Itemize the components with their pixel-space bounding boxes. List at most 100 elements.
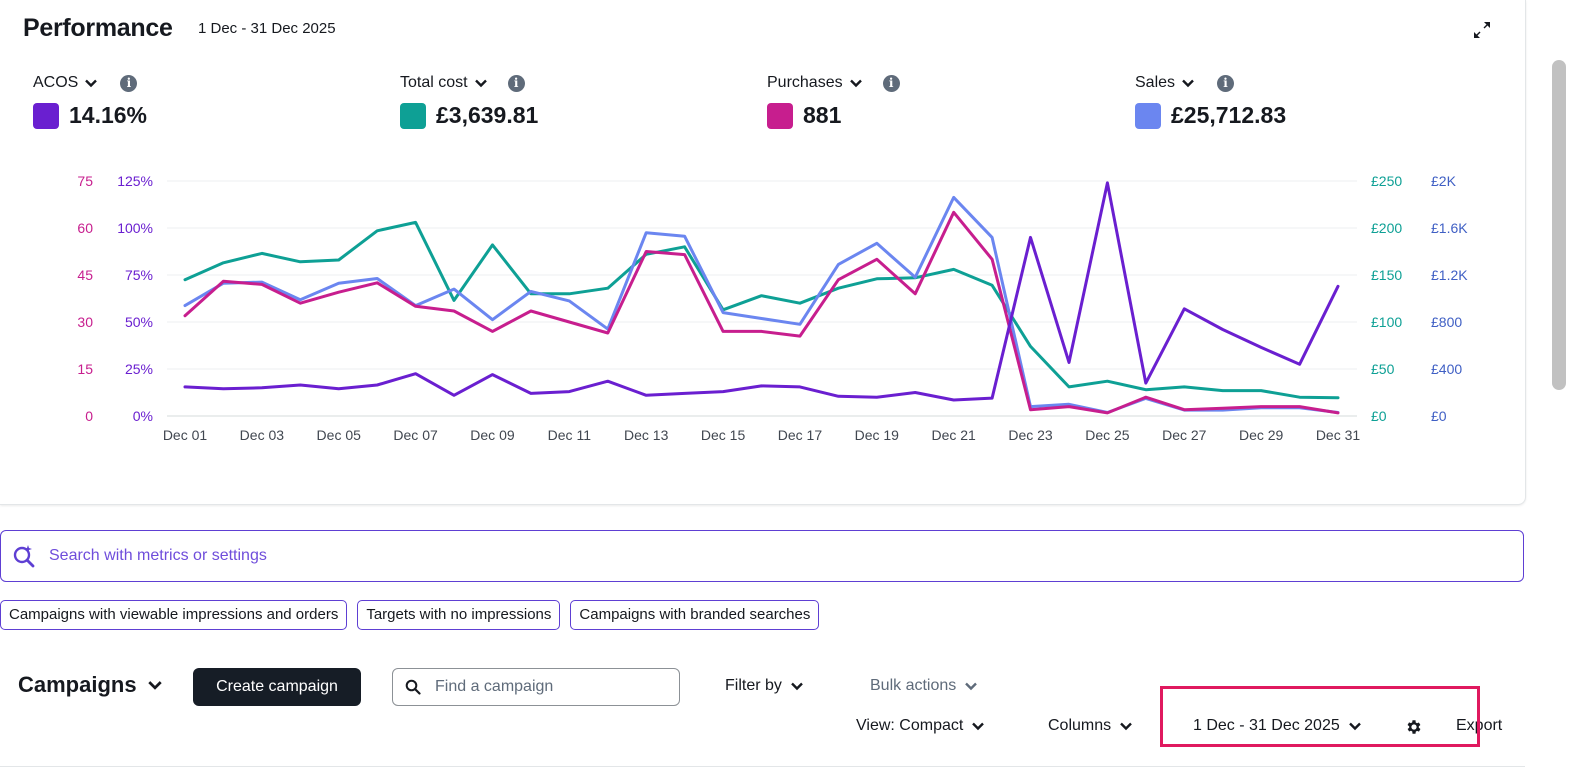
metric-total-cost: Total cost i £3,639.81 (400, 72, 538, 129)
campaigns-title-dropdown[interactable]: Campaigns (18, 672, 163, 698)
axis-tick-label: £1.2K (1431, 267, 1468, 283)
x-axis-tick-label: Dec 09 (470, 427, 515, 443)
axis-tick-label: 50% (125, 314, 153, 330)
ai-search-icon (13, 545, 35, 568)
axis-tick-label: 30 (77, 314, 93, 330)
campaigns-title: Campaigns (18, 672, 137, 697)
x-axis-tick-label: Dec 01 (163, 427, 208, 443)
metric-total-cost-swatch (400, 102, 426, 129)
metric-sales-value: £25,712.83 (1171, 102, 1287, 128)
performance-date-range: 1 Dec - 31 Dec 2025 (198, 20, 336, 37)
axis-tick-label: £800 (1431, 314, 1462, 330)
metric-sales-swatch (1135, 102, 1161, 129)
chip-viewable-impressions[interactable]: Campaigns with viewable impressions and … (0, 600, 348, 630)
axis-tick-label: 75% (125, 267, 153, 283)
search-icon (405, 679, 421, 695)
find-campaign-input[interactable] (433, 677, 667, 697)
info-icon[interactable]: i (120, 74, 138, 92)
metrics-search-bar[interactable] (0, 530, 1524, 582)
x-axis-tick-label: Dec 25 (1085, 427, 1130, 443)
metrics-search-input[interactable] (47, 546, 1451, 566)
chevron-down-icon[interactable] (474, 76, 488, 90)
metric-acos-swatch (33, 102, 59, 129)
axis-tick-label: 45 (77, 267, 93, 283)
columns-label: Columns (1048, 717, 1112, 734)
x-axis-tick-label: Dec 29 (1239, 427, 1284, 443)
filter-by-label: Filter by (725, 677, 782, 694)
chip-branded-searches[interactable]: Campaigns with branded searches (570, 600, 820, 630)
metric-acos: ACOS i 14.16% (33, 72, 147, 129)
x-axis-tick-label: Dec 05 (317, 427, 362, 443)
chip-no-impressions[interactable]: Targets with no impressions (357, 600, 561, 630)
find-campaign-box[interactable] (392, 668, 680, 706)
axis-tick-label: 15 (77, 361, 93, 377)
axis-tick-label: £0 (1371, 408, 1387, 424)
axis-tick-label: £50 (1371, 361, 1395, 377)
bulk-actions-label: Bulk actions (870, 677, 957, 694)
bulk-actions-dropdown[interactable]: Bulk actions (870, 677, 978, 695)
gear-icon[interactable] (1405, 718, 1423, 736)
chevron-down-icon[interactable] (84, 76, 98, 90)
filter-by-dropdown[interactable]: Filter by (725, 677, 804, 695)
metric-total-cost-dropdown[interactable]: Total cost (400, 74, 468, 91)
info-icon[interactable]: i (882, 74, 900, 92)
x-axis-tick-label: Dec 15 (701, 427, 746, 443)
info-icon[interactable]: i (1217, 74, 1235, 92)
performance-title: Performance (23, 14, 173, 42)
axis-tick-label: 60 (77, 220, 93, 236)
x-axis-tick-label: Dec 13 (624, 427, 669, 443)
axis-tick-label: 0 (85, 408, 93, 424)
x-axis-tick-label: Dec 23 (1008, 427, 1053, 443)
x-axis-tick-label: Dec 27 (1162, 427, 1207, 443)
x-axis-tick-label: Dec 03 (240, 427, 285, 443)
metric-sales: Sales i £25,712.83 (1135, 72, 1286, 129)
axis-tick-label: 0% (133, 408, 153, 424)
date-range-dropdown[interactable]: 1 Dec - 31 Dec 2025 (1193, 717, 1362, 735)
axis-tick-label: £0 (1431, 408, 1447, 424)
metric-purchases: Purchases i 881 (767, 72, 900, 129)
view-label: View: Compact (856, 717, 964, 734)
chevron-down-icon[interactable] (1181, 76, 1195, 90)
x-axis-tick-label: Dec 19 (855, 427, 900, 443)
axis-tick-label: £1.6K (1431, 220, 1468, 236)
axis-tick-label: £100 (1371, 314, 1402, 330)
chevron-down-icon (1348, 722, 1361, 731)
x-axis-tick-label: Dec 07 (393, 427, 438, 443)
axis-tick-label: £200 (1371, 220, 1402, 236)
x-axis-tick-label: Dec 21 (931, 427, 976, 443)
axis-tick-label: 25% (125, 361, 153, 377)
chevron-down-icon (965, 682, 978, 691)
chevron-down-icon (791, 682, 803, 691)
metric-purchases-dropdown[interactable]: Purchases (767, 74, 843, 91)
series-line-total-cost (183, 220, 1340, 400)
columns-dropdown[interactable]: Columns (1048, 717, 1133, 735)
metric-purchases-value: 881 (803, 102, 842, 128)
date-range-label: 1 Dec - 31 Dec 2025 (1193, 717, 1340, 734)
axis-tick-label: 125% (117, 173, 153, 189)
metric-total-cost-value: £3,639.81 (436, 102, 539, 128)
create-campaign-button[interactable]: Create campaign (193, 668, 361, 706)
view-dropdown[interactable]: View: Compact (856, 717, 985, 735)
axis-tick-label: £2K (1431, 173, 1457, 189)
series-line-acos (183, 181, 1340, 402)
metric-sales-dropdown[interactable]: Sales (1135, 74, 1176, 91)
scrollbar-thumb[interactable] (1552, 60, 1566, 390)
x-axis-tick-label: Dec 11 (548, 427, 592, 443)
chevron-down-icon[interactable] (849, 76, 863, 90)
info-icon[interactable]: i (507, 74, 525, 92)
chevron-down-icon (972, 722, 985, 731)
suggestion-chips: Campaigns with viewable impressions and … (0, 600, 829, 630)
performance-chart: 0 15 30 45 60 75 0% 25% 50% 75% 100% 125% £0 £50 £100 £… (77, 173, 1468, 443)
metric-acos-dropdown[interactable]: ACOS (33, 74, 79, 91)
metric-acos-value: 14.16% (69, 102, 148, 128)
metric-purchases-swatch (767, 102, 793, 129)
chevron-down-icon (1120, 722, 1132, 731)
axis-tick-label: 100% (117, 220, 153, 236)
series-line-sales (183, 195, 1340, 414)
axis-tick-label: £150 (1371, 267, 1402, 283)
x-axis-tick-label: Dec 31 (1316, 427, 1361, 443)
axis-tick-label: £400 (1431, 361, 1462, 377)
export-button[interactable]: Export (1456, 717, 1503, 734)
divider (0, 766, 1525, 767)
expand-icon[interactable] (1472, 20, 1492, 40)
